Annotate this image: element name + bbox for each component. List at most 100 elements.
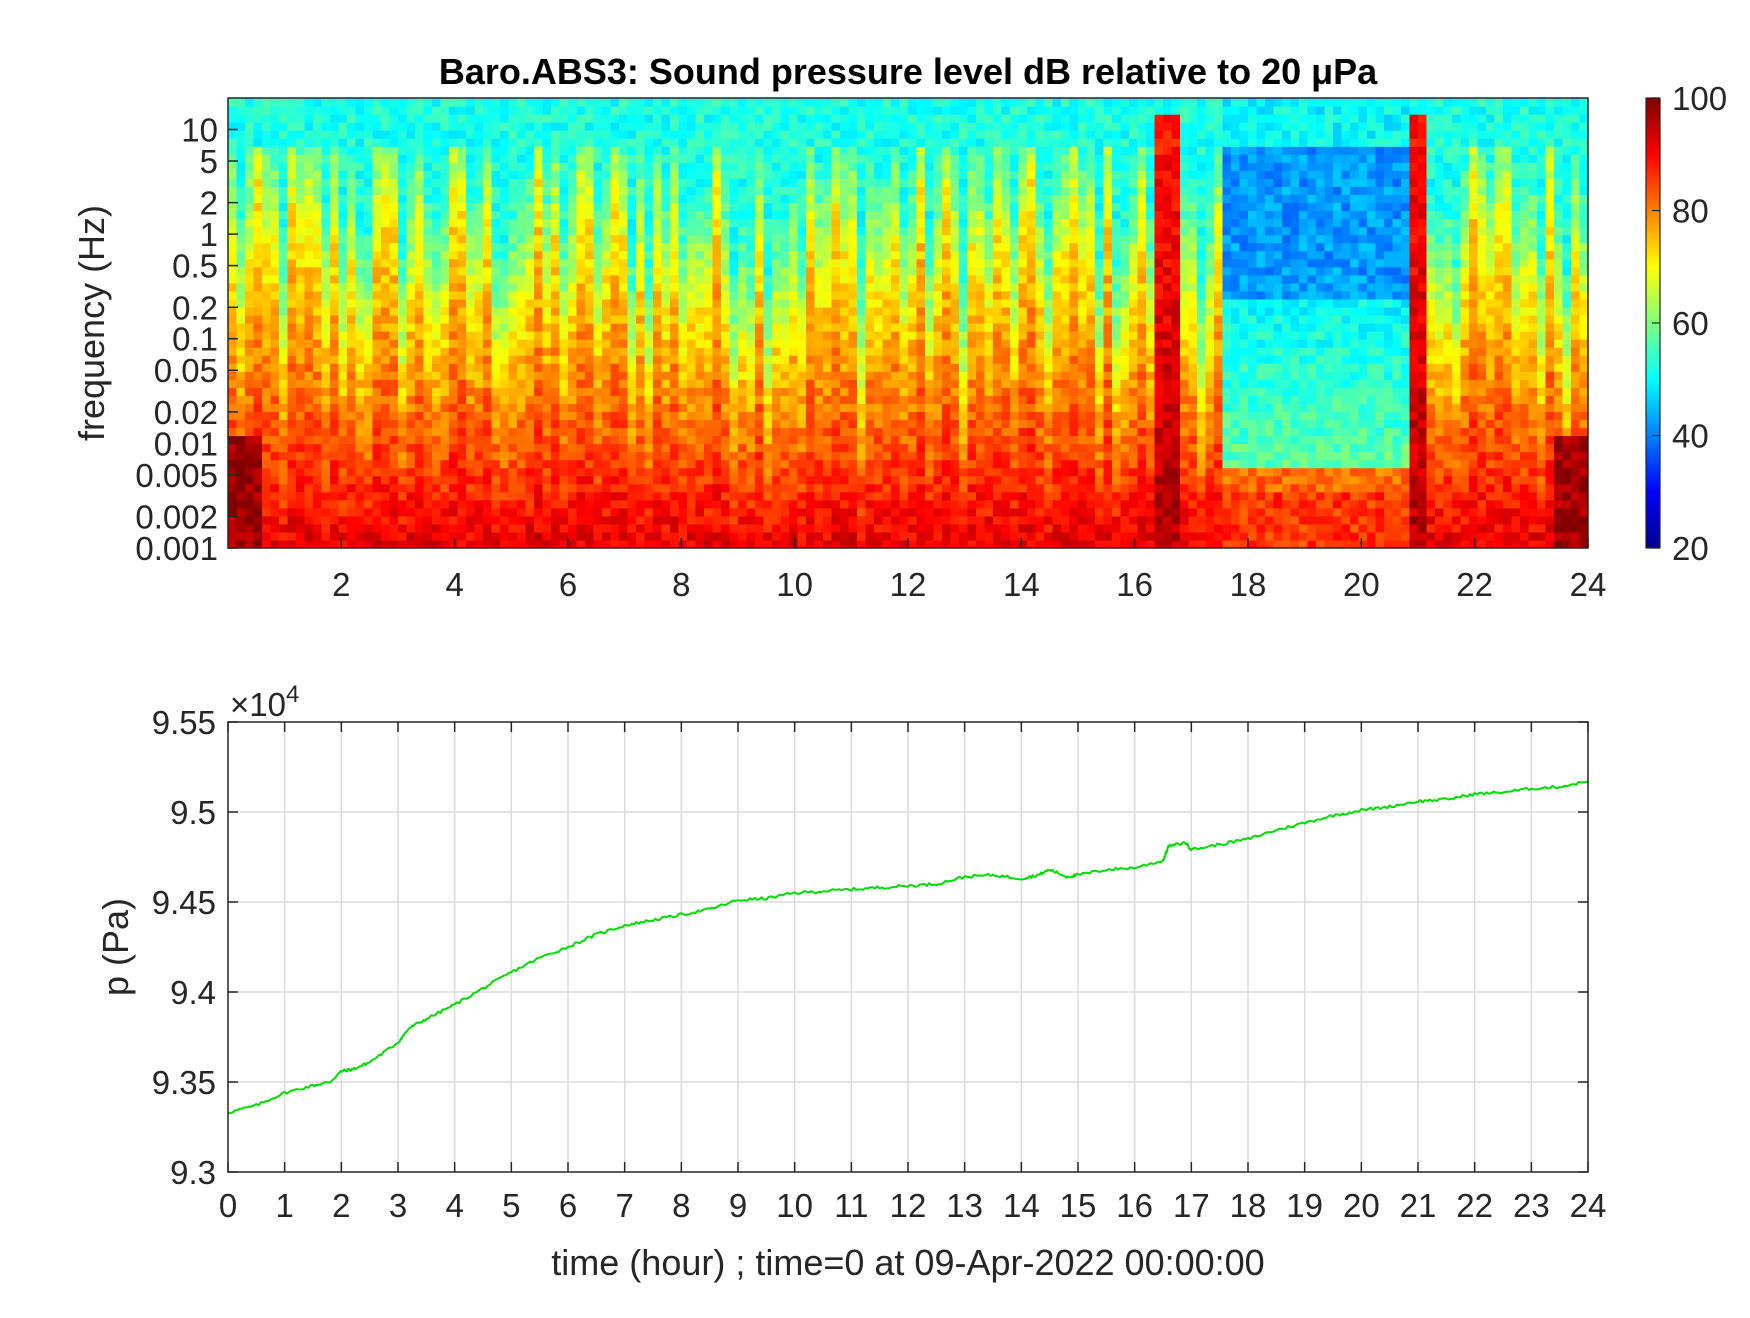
- spectrogram-cell: [432, 507, 442, 517]
- spectrogram-cell: [721, 138, 731, 147]
- spectrogram-cell: [449, 234, 459, 244]
- spectrogram-cell: [236, 146, 246, 155]
- spectrogram-cell: [576, 475, 586, 485]
- spectrogram-cell: [865, 170, 875, 179]
- spectrogram-cell: [627, 290, 637, 300]
- spectrogram-cell: [899, 467, 909, 477]
- spectrogram-cell: [559, 266, 569, 276]
- spectrogram-cell: [457, 226, 467, 236]
- spectrogram-cell: [755, 122, 765, 131]
- spectrogram-cell: [245, 258, 255, 268]
- spectrogram-cell: [270, 250, 280, 260]
- spectrogram-cell: [704, 146, 714, 155]
- spectrogram-cell: [874, 226, 884, 236]
- spectrogram-cell: [644, 515, 654, 525]
- spectrogram-cell: [449, 411, 459, 421]
- spectrogram-cell: [585, 162, 595, 171]
- spectrogram-cell: [330, 194, 340, 204]
- spectrogram-cell: [474, 355, 484, 364]
- spectrogram-cell: [466, 507, 476, 517]
- spectrogram-cell: [313, 323, 323, 332]
- spectrogram-cell: [806, 218, 816, 228]
- spectrogram-cell: [644, 194, 654, 204]
- spectrogram-cell: [687, 515, 697, 525]
- spectrogram-cell: [806, 154, 816, 163]
- spectrogram-cell: [712, 507, 722, 517]
- spectrogram-cell: [797, 298, 807, 308]
- spectrogram-cell: [559, 411, 569, 421]
- spectrogram-cell: [670, 395, 680, 404]
- spectrogram-cell: [695, 531, 705, 541]
- spectrogram-cell: [347, 531, 357, 541]
- spectrogram-cell: [874, 523, 884, 533]
- spectrogram-cell: [457, 106, 467, 115]
- spectrogram-cell: [755, 475, 765, 485]
- spectrogram-cell: [653, 162, 663, 171]
- spectrogram-cell: [823, 427, 833, 437]
- spectrogram-cell: [670, 387, 680, 396]
- spectrogram-cell: [423, 475, 433, 485]
- spectrogram-cell: [389, 242, 399, 252]
- spectrogram-cell: [466, 234, 476, 244]
- spectrogram-cell: [347, 491, 357, 501]
- spectrogram-cell: [270, 467, 280, 477]
- spectrogram-cell: [704, 274, 714, 284]
- spectrogram-cell: [245, 499, 255, 509]
- spectrogram-cell: [372, 371, 382, 380]
- spectrogram-cell: [950, 178, 960, 187]
- spectrogram-cell: [780, 114, 790, 123]
- spectrogram-cell: [364, 379, 374, 388]
- spectrogram-cell: [670, 403, 680, 412]
- spectrogram-cell: [457, 290, 467, 300]
- spectrogram-cell: [542, 178, 552, 187]
- spectrogram-cell: [355, 331, 365, 340]
- spectrogram-cell: [236, 443, 246, 453]
- spectrogram-cell: [848, 98, 858, 107]
- spectrogram-cell: [415, 146, 425, 155]
- spectrogram-cell: [653, 194, 663, 204]
- spectrogram-cell: [959, 363, 969, 372]
- spectrogram-cell: [627, 258, 637, 268]
- spectrogram-cell: [228, 371, 238, 380]
- spectrogram-cell: [440, 395, 450, 404]
- spectrogram-cell: [814, 106, 824, 115]
- spectrogram-cell: [950, 459, 960, 469]
- spectrogram-cell: [568, 491, 578, 501]
- spectrogram-cell: [568, 323, 578, 332]
- spectrogram-cell: [891, 491, 901, 501]
- spectrogram-cell: [381, 499, 391, 509]
- spectrogram-cell: [415, 250, 425, 260]
- spectrogram-cell: [551, 298, 561, 308]
- spectrogram-cell: [789, 170, 799, 179]
- spectrogram-cell: [330, 347, 340, 356]
- spectrogram-cell: [381, 347, 391, 356]
- spectrogram-cell: [814, 475, 824, 485]
- spectrogram-cell: [678, 363, 688, 372]
- spectrogram-cell: [857, 250, 867, 260]
- spectrogram-cell: [364, 202, 374, 212]
- spectrogram-cell: [551, 475, 561, 485]
- spectrogram-cell: [313, 491, 323, 501]
- spectrogram-cell: [806, 331, 816, 340]
- spectrogram-cell: [389, 234, 399, 244]
- spectrogram-cell: [568, 395, 578, 404]
- spectrogram-cell: [619, 323, 629, 332]
- spectrogram-cell: [602, 475, 612, 485]
- spectrogram-cell: [423, 371, 433, 380]
- spectrogram-cell: [712, 395, 722, 404]
- spectrogram-cell: [593, 387, 603, 396]
- spectrogram-cell: [899, 483, 909, 493]
- spectrogram-cell: [610, 427, 620, 437]
- spectrogram-cell: [661, 202, 671, 212]
- spectrogram-cell: [874, 387, 884, 396]
- spectrogram-cell: [610, 234, 620, 244]
- spectrogram-cell: [763, 218, 773, 228]
- spectrogram-cell: [228, 499, 238, 509]
- spectrogram-cell: [474, 507, 484, 517]
- spectrogram-cell: [355, 306, 365, 316]
- spectrogram-cell: [976, 371, 986, 380]
- spectrogram-cell: [763, 162, 773, 171]
- spectrogram-cell: [925, 379, 935, 388]
- spectrogram-cell: [406, 363, 416, 372]
- spectrogram-cell: [661, 379, 671, 388]
